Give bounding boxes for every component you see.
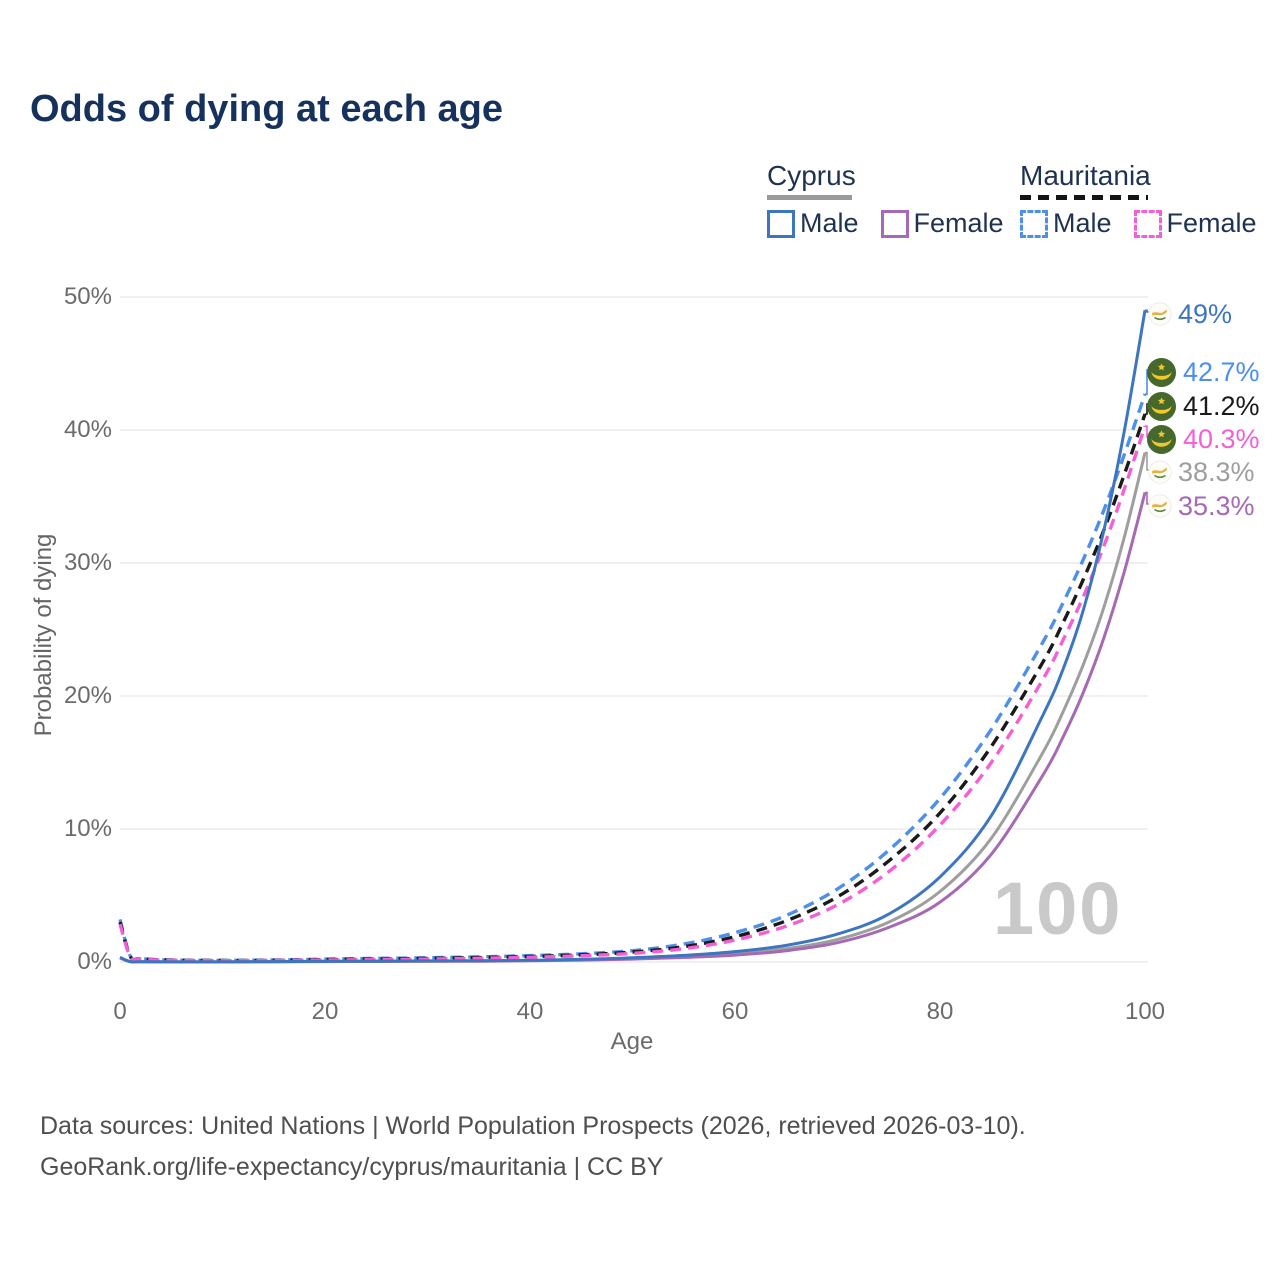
x-tick-label: 60 bbox=[721, 998, 749, 1025]
end-value: 38.3% bbox=[1178, 456, 1255, 487]
checkbox-icon bbox=[1133, 209, 1162, 238]
y-tick-label: 20% bbox=[63, 682, 112, 709]
footer-line-1: Data sources: United Nations | World Pop… bbox=[40, 1112, 1026, 1140]
legend-item-mauritania-female[interactable]: Female bbox=[1133, 208, 1257, 239]
end-value: 41.2% bbox=[1183, 390, 1260, 421]
legend-item-cyprus-female[interactable]: Female bbox=[880, 208, 1004, 239]
watermark-100: 100 bbox=[993, 867, 1123, 950]
legend-item-label: Female bbox=[913, 208, 1004, 238]
y-tick-label: 50% bbox=[63, 283, 112, 310]
end-value: 40.3% bbox=[1183, 423, 1260, 454]
cyprus-flag-icon bbox=[1148, 302, 1172, 326]
checkbox-icon bbox=[1020, 209, 1048, 238]
legend-country-label-mauritania: Mauritania bbox=[1020, 160, 1151, 191]
legend-line-sample-solid bbox=[767, 195, 852, 200]
legend-item-mauritania-male[interactable]: Male bbox=[1020, 208, 1112, 239]
end-label-mauritania-male: 42.7% bbox=[1146, 356, 1260, 388]
mauritania-flag-icon bbox=[1146, 391, 1177, 421]
legend-item-label: Male bbox=[800, 208, 859, 238]
footer-line-2: GeoRank.org/life-expectancy/cyprus/mauri… bbox=[40, 1153, 664, 1181]
end-label-mauritania-total: 41.2% bbox=[1146, 390, 1260, 422]
end-value: 35.3% bbox=[1178, 490, 1255, 521]
x-tick-label: 80 bbox=[926, 998, 954, 1025]
y-tick-label: 10% bbox=[63, 815, 112, 842]
legend-group-cyprus: Cyprus Male Female bbox=[767, 160, 1026, 239]
end-value: 49% bbox=[1178, 298, 1233, 329]
end-value: 42.7% bbox=[1183, 356, 1260, 387]
x-tick-label: 0 bbox=[113, 998, 127, 1025]
legend-group-mauritania: Mauritania Male Female bbox=[1020, 160, 1279, 239]
cyprus-flag-icon bbox=[1148, 460, 1172, 484]
x-tick-label: 40 bbox=[516, 998, 544, 1025]
end-label-cyprus-male: 49% bbox=[1148, 298, 1232, 330]
end-label-mauritania-female: 40.3% bbox=[1146, 423, 1260, 455]
mauritania-flag-icon bbox=[1146, 357, 1177, 387]
x-axis-title: Age bbox=[610, 1028, 654, 1055]
y-tick-label: 30% bbox=[63, 549, 112, 576]
checkbox-icon bbox=[880, 209, 909, 238]
end-label-cyprus-total: 38.3% bbox=[1148, 456, 1255, 488]
y-tick-label: 40% bbox=[63, 416, 112, 443]
chart-title: Odds of dying at each age bbox=[30, 88, 503, 130]
legend-item-cyprus-male[interactable]: Male bbox=[767, 208, 859, 239]
checkbox-icon bbox=[767, 209, 795, 238]
mauritania-flag-icon bbox=[1146, 424, 1177, 454]
y-tick-label: 0% bbox=[77, 948, 112, 975]
data-sources-footer: Data sources: United Nations | World Pop… bbox=[40, 1106, 1026, 1188]
x-tick-label: 100 bbox=[1124, 998, 1166, 1025]
legend-country-label-cyprus: Cyprus bbox=[767, 160, 856, 191]
legend-line-sample-dashed bbox=[1020, 195, 1148, 200]
end-label-cyprus-female: 35.3% bbox=[1148, 490, 1255, 522]
legend-item-label: Male bbox=[1053, 208, 1112, 238]
cyprus-flag-icon bbox=[1148, 494, 1172, 518]
x-tick-label: 20 bbox=[311, 998, 339, 1025]
legend-item-label: Female bbox=[1166, 208, 1257, 238]
